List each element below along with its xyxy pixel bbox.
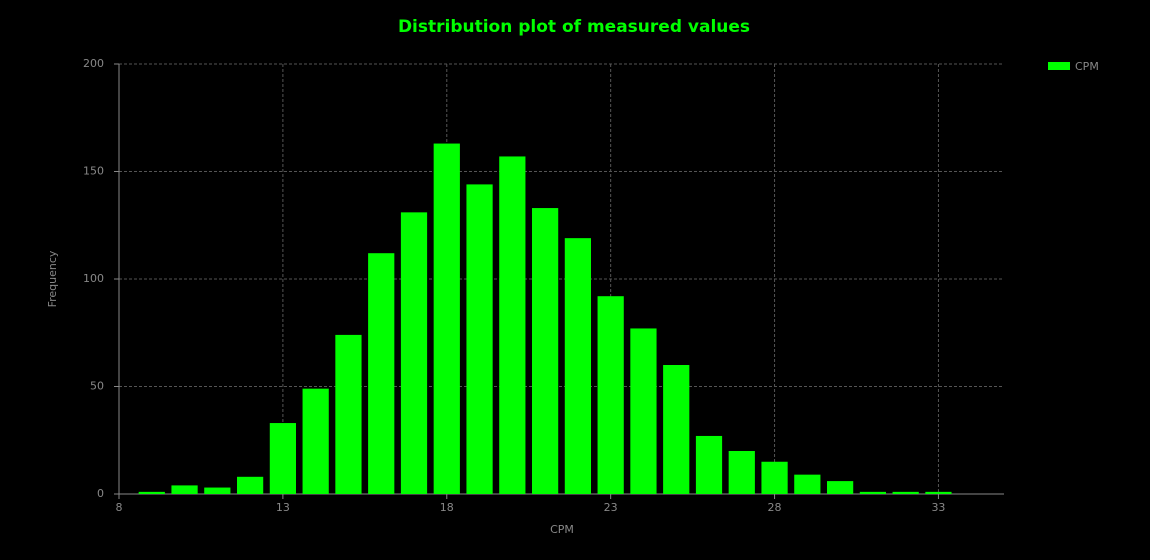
bar — [368, 253, 395, 494]
bar — [138, 491, 165, 494]
bar — [925, 491, 952, 494]
x-tick-label: 8 — [116, 501, 123, 514]
bar — [302, 388, 329, 494]
bar — [400, 212, 428, 494]
bar — [663, 365, 690, 494]
bar — [466, 184, 493, 494]
bar — [499, 156, 526, 494]
legend-label: CPM — [1075, 60, 1099, 73]
bar — [695, 435, 723, 494]
bar — [859, 491, 886, 494]
bar — [761, 461, 788, 494]
x-tick-label: 13 — [276, 501, 290, 514]
bar — [728, 451, 755, 494]
x-tick-label: 23 — [604, 501, 618, 514]
y-axis-label: Frequency — [46, 250, 59, 307]
bar — [269, 423, 296, 494]
bar — [532, 208, 559, 495]
bar — [597, 296, 624, 494]
y-tick-label: 150 — [83, 165, 104, 178]
y-tick-label: 100 — [83, 272, 104, 285]
chart-title: Distribution plot of measured values — [398, 17, 750, 37]
bar — [630, 328, 657, 494]
x-axis-label: CPM — [550, 523, 574, 536]
bar — [237, 476, 264, 494]
y-tick-label: 0 — [97, 487, 104, 500]
y-tick-label: 50 — [90, 380, 104, 393]
x-tick-label: 33 — [931, 501, 945, 514]
bar — [892, 491, 919, 494]
legend-swatch — [1048, 62, 1070, 70]
x-tick-label: 18 — [440, 501, 454, 514]
bar — [335, 334, 362, 494]
bar — [171, 485, 198, 494]
bar — [564, 238, 591, 494]
bar — [794, 474, 821, 494]
bar — [827, 481, 854, 494]
x-tick-label: 28 — [768, 501, 782, 514]
y-tick-label: 200 — [83, 57, 104, 70]
bar — [433, 143, 460, 495]
bar — [204, 487, 231, 494]
